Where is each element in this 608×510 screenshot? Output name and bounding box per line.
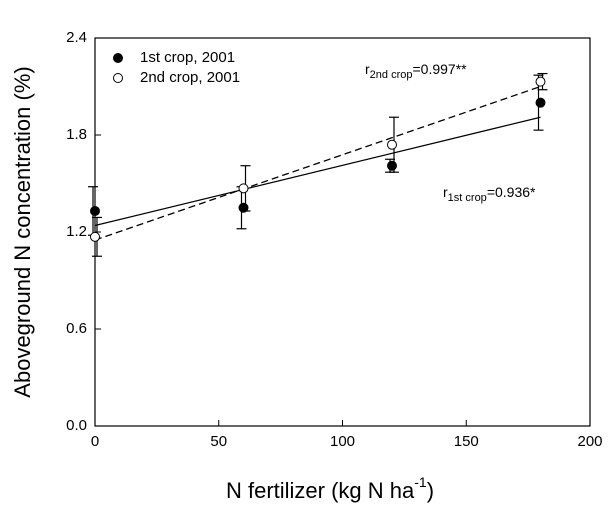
x-tick-label: 100 <box>330 433 355 450</box>
y-tick-label: 1.2 <box>66 223 87 240</box>
y-tick-label: 0.6 <box>66 320 87 337</box>
marker <box>238 183 249 194</box>
legend-label: 1st crop, 2001 <box>140 49 235 66</box>
ann-sub: 2nd crop <box>370 69 413 81</box>
x-tick-label: 0 <box>91 433 99 450</box>
x-tick-label: 200 <box>577 433 602 450</box>
x-tick-label: 50 <box>210 433 227 450</box>
fit-line <box>94 85 541 241</box>
marker <box>90 205 100 216</box>
x-label-end: ) <box>427 478 434 503</box>
ann-r: r <box>443 184 448 200</box>
y-tick-label: 2.4 <box>66 29 87 46</box>
legend-label: 2nd crop, 2001 <box>140 69 240 86</box>
marker <box>535 97 546 108</box>
legend-marker <box>113 53 123 63</box>
y-tick-label: 0.0 <box>66 417 87 434</box>
marker <box>387 160 397 171</box>
fit-line <box>94 116 541 227</box>
legend-marker <box>113 73 123 83</box>
marker <box>90 231 100 242</box>
ann-text: =0.997** <box>412 61 467 77</box>
ann-r: r <box>365 61 370 77</box>
y-axis-label: Aboveground N concentration (%) <box>10 66 35 397</box>
marker <box>535 76 546 87</box>
ann-text: =0.936* <box>487 184 536 200</box>
annotation: r2nd crop=0.997** <box>365 61 467 81</box>
y-tick-label: 1.8 <box>66 126 87 143</box>
x-tick-label: 150 <box>454 433 479 450</box>
x-axis-label: N fertilizer (kg N ha-1) <box>226 474 434 503</box>
x-label-text: N fertilizer (kg N ha <box>226 478 415 503</box>
annotation: r1st crop=0.936* <box>443 184 536 204</box>
marker <box>387 139 397 150</box>
plot-frame <box>94 37 591 427</box>
x-label-sup: -1 <box>414 474 427 490</box>
ann-sub: 1st crop <box>448 192 487 204</box>
